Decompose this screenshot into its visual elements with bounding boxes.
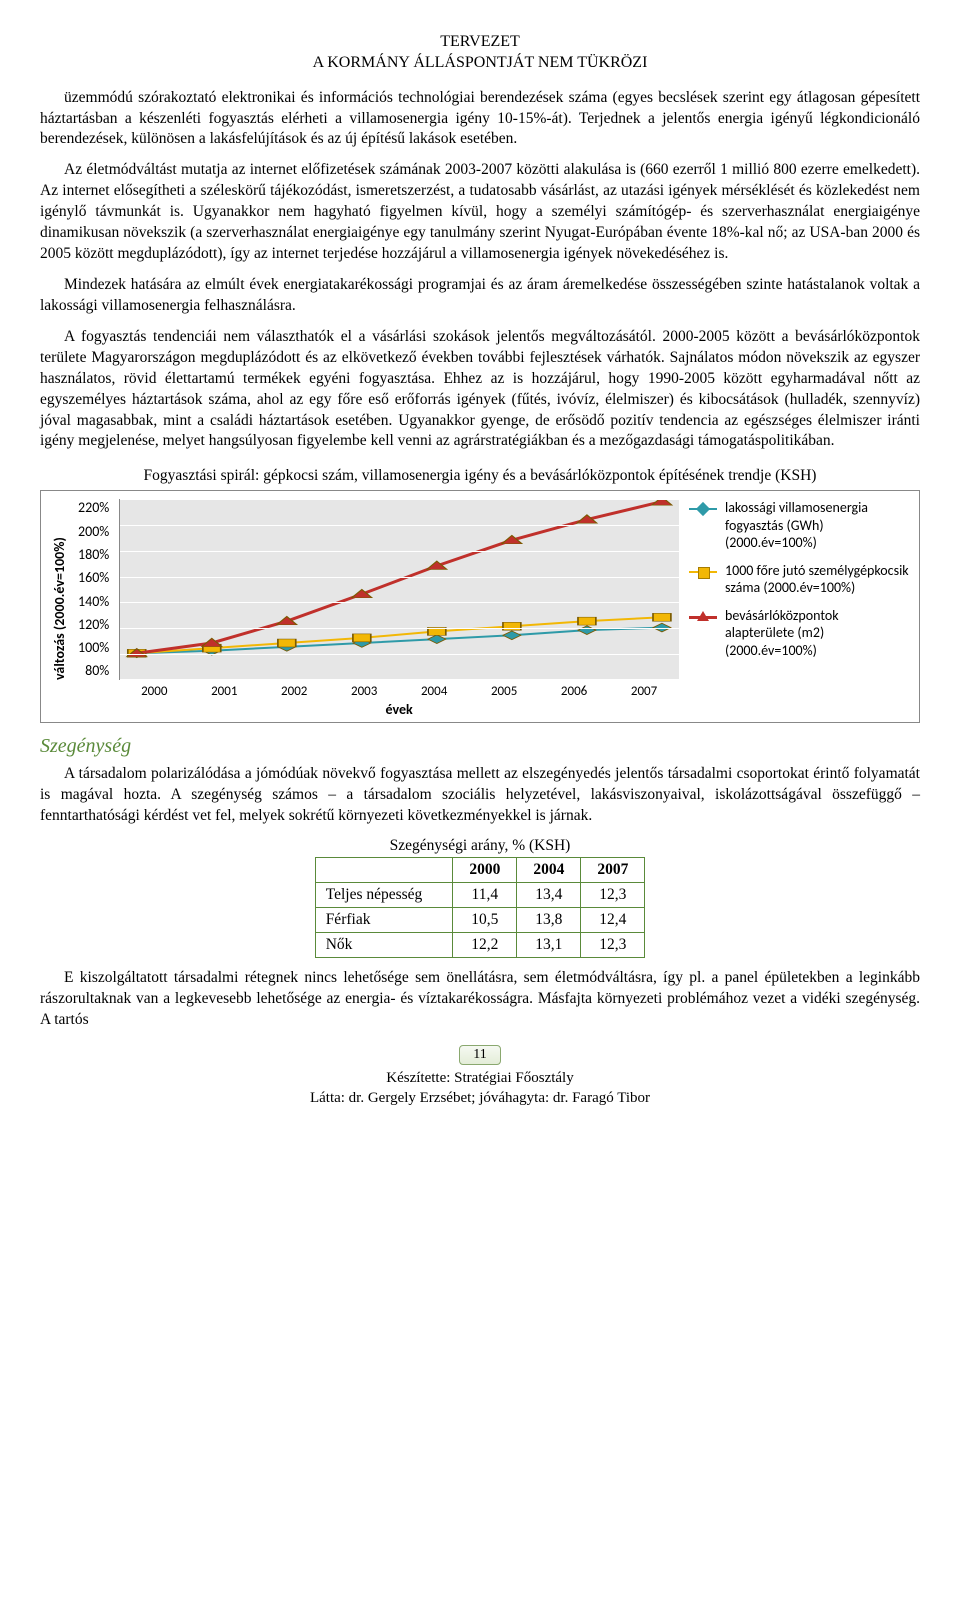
section-heading-szegenyseg: Szegénység xyxy=(40,735,920,758)
table-cell: 12,3 xyxy=(581,883,645,908)
x-tick: 2001 xyxy=(189,684,259,699)
y-axis-label: változás (2000.év=100%) xyxy=(51,499,68,718)
chart-marker xyxy=(503,623,521,631)
table-cell: 13,1 xyxy=(517,933,581,958)
y-tick: 140% xyxy=(78,593,109,610)
paragraph-4: A fogyasztás tendenciái nem választhatók… xyxy=(40,327,920,453)
table-cell: 12,3 xyxy=(581,933,645,958)
y-tick: 120% xyxy=(78,616,109,633)
chart-title: Fogyasztási spirál: gépkocsi szám, villa… xyxy=(40,466,920,486)
table-cell: 13,4 xyxy=(517,883,581,908)
chart-legend: lakossági villamosenergia fogyasztás (GW… xyxy=(689,499,909,718)
y-tick: 100% xyxy=(78,639,109,656)
legend-item: lakossági villamosenergia fogyasztás (GW… xyxy=(689,499,909,552)
table-row: Férfiak10,513,812,4 xyxy=(315,908,645,933)
table-header: 2004 xyxy=(517,858,581,883)
chart-marker xyxy=(428,635,446,644)
table-cell: 12,4 xyxy=(581,908,645,933)
x-tick: 2000 xyxy=(119,684,189,699)
paragraph-6: E kiszolgáltatott társadalmi rétegnek ni… xyxy=(40,968,920,1031)
chart-plot-area xyxy=(119,499,679,680)
x-ticks: 20002001200220032004200520062007 xyxy=(119,684,679,699)
y-tick: 220% xyxy=(78,499,109,516)
y-tick: 200% xyxy=(78,523,109,540)
y-ticks: 220% 200% 180% 160% 140% 120% 100% 80% xyxy=(78,499,109,679)
chart-marker xyxy=(578,618,596,626)
poverty-table: 200020042007Teljes népesség11,413,412,3F… xyxy=(315,857,646,958)
chart-marker xyxy=(353,634,371,642)
x-tick: 2005 xyxy=(469,684,539,699)
legend-swatch xyxy=(689,502,717,516)
table-row-label: Férfiak xyxy=(315,908,453,933)
doc-footer: Készítette: Stratégiai Főosztály Látta: … xyxy=(40,1069,920,1108)
chart-marker xyxy=(278,640,296,648)
table-header: 2007 xyxy=(581,858,645,883)
legend-label: lakossági villamosenergia fogyasztás (GW… xyxy=(725,499,909,552)
table-cell: 12,2 xyxy=(453,933,517,958)
table-cell: 10,5 xyxy=(453,908,517,933)
x-tick: 2006 xyxy=(539,684,609,699)
header-line2: A KORMÁNY ÁLLÁSPONTJÁT NEM TÜKRÖZI xyxy=(313,54,648,71)
table-row-label: Teljes népesség xyxy=(315,883,453,908)
x-tick: 2007 xyxy=(609,684,679,699)
table-row-label: Nők xyxy=(315,933,453,958)
legend-item: 1000 főre jutó személygépkocsik száma (2… xyxy=(689,562,909,597)
paragraph-2: Az életmódváltást mutatja az internet el… xyxy=(40,160,920,265)
doc-header: TERVEZET A KORMÁNY ÁLLÁSPONTJÁT NEM TÜKR… xyxy=(40,32,920,74)
page-number: 11 xyxy=(459,1045,501,1065)
x-axis-label: évek xyxy=(119,701,679,718)
chart-marker xyxy=(503,631,521,640)
legend-label: 1000 főre jutó személygépkocsik száma (2… xyxy=(725,562,909,597)
y-tick: 80% xyxy=(78,662,109,679)
legend-swatch xyxy=(689,565,717,579)
paragraph-5: A társadalom polarizálódása a jómódúak n… xyxy=(40,764,920,827)
legend-swatch xyxy=(689,610,717,624)
x-tick: 2003 xyxy=(329,684,399,699)
table-row: Nők12,213,112,3 xyxy=(315,933,645,958)
chart-marker xyxy=(428,628,446,636)
poverty-table-title: Szegénységi arány, % (KSH) xyxy=(40,837,920,855)
x-tick: 2002 xyxy=(259,684,329,699)
footer-line2: Látta: dr. Gergely Erzsébet; jóváhagyta:… xyxy=(310,1090,650,1106)
chart-container: változás (2000.év=100%) 220% 200% 180% 160%… xyxy=(40,490,920,723)
chart-marker xyxy=(653,614,671,622)
table-cell: 11,4 xyxy=(453,883,517,908)
x-tick: 2004 xyxy=(399,684,469,699)
legend-item: bevásárlóközpontok alapterülete (m2) (20… xyxy=(689,607,909,660)
paragraph-1: üzemmódú szórakoztató elektronikai és in… xyxy=(40,88,920,151)
table-cell: 13,8 xyxy=(517,908,581,933)
y-tick: 160% xyxy=(78,569,109,586)
legend-label: bevásárlóközpontok alapterülete (m2) (20… xyxy=(725,607,909,660)
footer-line1: Készítette: Stratégiai Főosztály xyxy=(386,1070,573,1086)
table-header: 2000 xyxy=(453,858,517,883)
y-tick: 180% xyxy=(78,546,109,563)
paragraph-3: Mindezek hatására az elmúlt évek energia… xyxy=(40,275,920,317)
header-line1: TERVEZET xyxy=(440,33,520,50)
table-row: Teljes népesség11,413,412,3 xyxy=(315,883,645,908)
